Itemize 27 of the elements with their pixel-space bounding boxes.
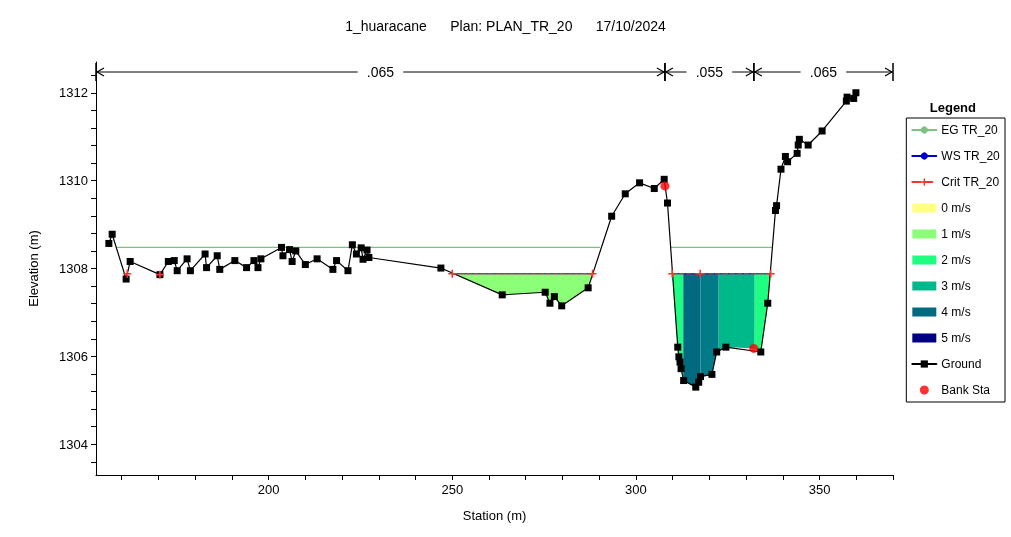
- legend-label: 3 m/s: [941, 279, 971, 293]
- legend-label: 5 m/s: [941, 331, 971, 345]
- x-tick-label: 250: [441, 482, 464, 497]
- y-tick-label: 1308: [59, 261, 88, 276]
- legend-label: EG TR_20: [941, 123, 999, 137]
- legend-title: Legend: [929, 100, 977, 115]
- y-tick-label: 1312: [59, 85, 88, 101]
- legend-label: 4 m/s: [941, 305, 971, 319]
- legend-label: 2 m/s: [941, 253, 971, 267]
- y-tick-label: 1310: [59, 173, 88, 189]
- y-axis-title: Elevation (m): [26, 230, 41, 307]
- legend-label: Crit TR_20: [941, 175, 1000, 189]
- x-axis-title: Station (m): [462, 508, 527, 523]
- x-tick-label: 200: [257, 482, 280, 497]
- annotation: .065: [366, 64, 395, 80]
- legend-label: Ground: [941, 357, 982, 371]
- legend-label: WS TR_20: [941, 149, 1001, 163]
- legend-label: 1 m/s: [941, 227, 971, 241]
- chart-title: 1_huaracane Plan: PLAN_TR_20 17/10/2024: [345, 18, 667, 34]
- y-tick-label: 1304: [59, 436, 88, 452]
- legend-label: 0 m/s: [941, 201, 971, 215]
- x-tick-label: 300: [625, 482, 647, 497]
- y-tick-label: 1306: [59, 348, 88, 364]
- annotation: .065: [809, 64, 838, 80]
- x-tick-label: 350: [808, 482, 831, 497]
- legend-label: Bank Sta: [941, 383, 991, 397]
- annotation: .055: [695, 64, 724, 80]
